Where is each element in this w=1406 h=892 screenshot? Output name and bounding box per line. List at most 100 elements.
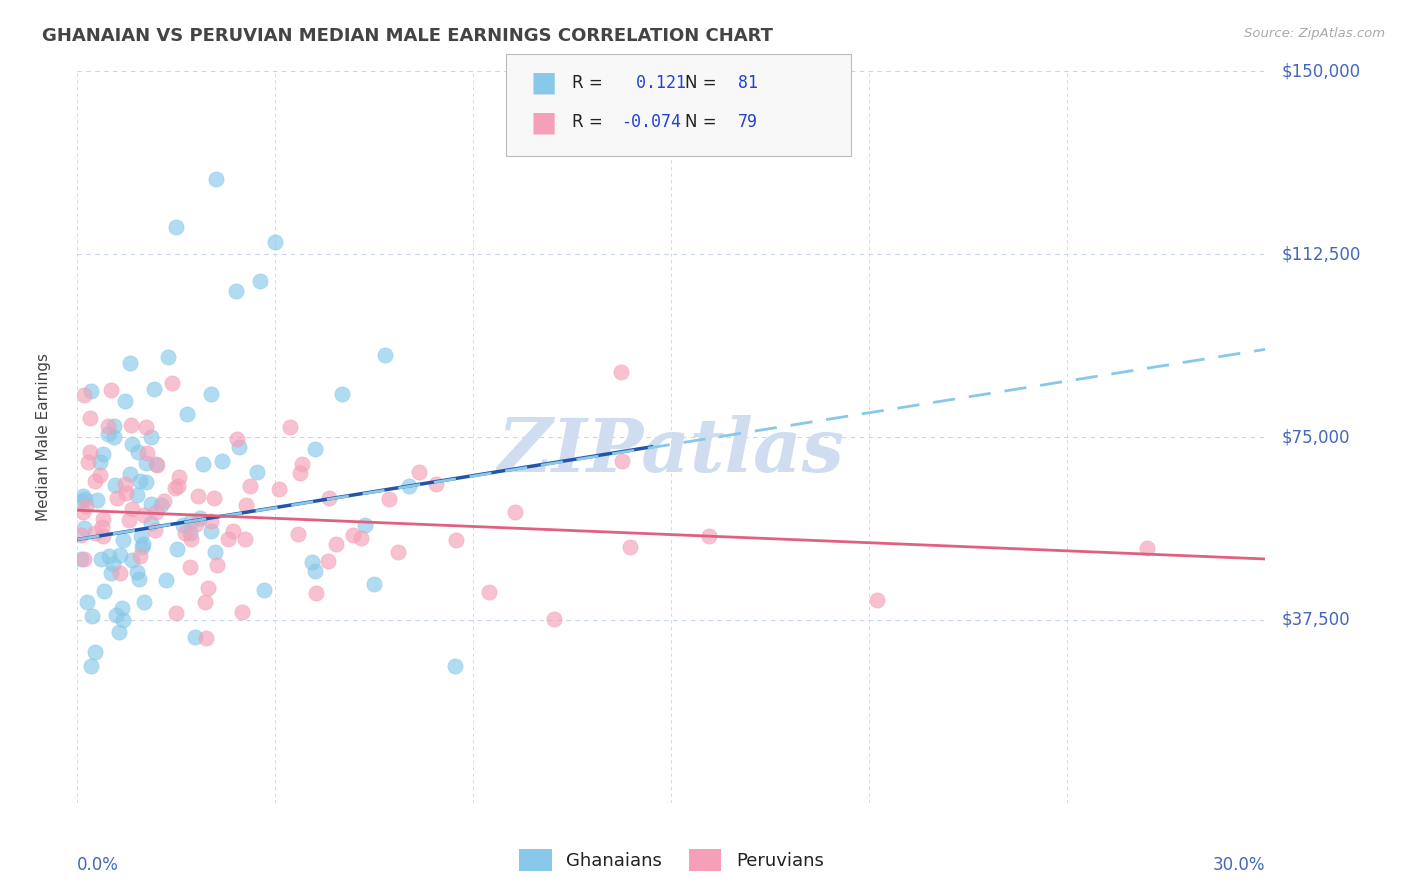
Point	[200, 524, 222, 538]
Point	[98, 549, 121, 563]
Point	[129, 549, 152, 563]
Point	[75, 499, 97, 513]
Point	[86, 493, 108, 508]
Point	[165, 220, 187, 235]
Point	[100, 383, 122, 397]
Text: N =: N =	[685, 74, 716, 92]
Point	[191, 457, 214, 471]
Point	[112, 533, 135, 548]
Point	[342, 528, 364, 542]
Text: 0.0%: 0.0%	[77, 856, 120, 874]
Point	[103, 430, 125, 444]
Point	[278, 420, 301, 434]
Point	[120, 417, 142, 432]
Point	[72, 489, 94, 503]
Text: R =: R =	[572, 74, 603, 92]
Point	[179, 525, 201, 540]
Point	[105, 491, 128, 505]
Point	[120, 467, 142, 482]
Text: GHANAIAN VS PERUVIAN MEDIAN MALE EARNINGS CORRELATION CHART: GHANAIAN VS PERUVIAN MEDIAN MALE EARNING…	[42, 27, 773, 45]
Point	[398, 479, 420, 493]
Point	[235, 532, 257, 546]
Text: R =: R =	[572, 113, 603, 131]
Point	[115, 486, 138, 500]
Point	[231, 605, 253, 619]
Point	[128, 474, 150, 488]
Point	[166, 542, 188, 557]
Text: Median Male Earnings: Median Male Earnings	[37, 353, 51, 521]
Point	[91, 512, 114, 526]
Point	[90, 552, 112, 566]
Point	[211, 454, 233, 468]
Point	[79, 444, 101, 458]
Point	[264, 235, 287, 249]
Point	[180, 532, 202, 546]
Point	[330, 387, 353, 401]
Point	[105, 608, 128, 623]
Point	[225, 284, 247, 298]
Point	[200, 515, 222, 529]
Point	[76, 455, 98, 469]
Point	[184, 631, 207, 645]
Point	[200, 387, 222, 401]
Point	[444, 533, 467, 547]
Text: N =: N =	[685, 113, 716, 131]
Point	[478, 584, 501, 599]
Point	[217, 532, 239, 546]
Point	[139, 516, 162, 530]
Text: $112,500: $112,500	[1281, 245, 1361, 263]
Point	[167, 469, 190, 483]
Text: ZIPatlas: ZIPatlas	[498, 416, 845, 488]
Point	[114, 476, 136, 491]
Point	[1136, 541, 1159, 555]
Point	[145, 505, 167, 519]
Point	[79, 410, 101, 425]
Point	[150, 498, 173, 512]
Point	[179, 559, 201, 574]
Point	[112, 613, 135, 627]
Point	[110, 566, 132, 580]
Point	[73, 521, 96, 535]
Point	[127, 445, 149, 459]
Point	[194, 631, 217, 645]
Point	[267, 482, 290, 496]
Point	[253, 583, 276, 598]
Point	[866, 593, 889, 607]
Point	[91, 519, 114, 533]
Text: -0.074: -0.074	[621, 113, 682, 131]
Point	[135, 456, 157, 470]
Point	[114, 394, 136, 409]
Point	[408, 465, 430, 479]
Point	[139, 497, 162, 511]
Point	[70, 552, 93, 566]
Point	[610, 365, 633, 379]
Point	[235, 498, 257, 512]
Text: $150,000: $150,000	[1281, 62, 1361, 80]
Point	[131, 540, 153, 554]
Point	[187, 489, 209, 503]
Point	[249, 274, 271, 288]
Point	[118, 513, 141, 527]
Point	[101, 557, 124, 571]
Point	[318, 491, 340, 506]
Point	[301, 555, 323, 569]
Point	[97, 419, 120, 434]
Point	[142, 382, 165, 396]
Point	[134, 508, 156, 523]
Point	[176, 407, 198, 421]
Point	[304, 442, 326, 457]
Point	[288, 467, 311, 481]
Point	[202, 491, 225, 506]
Point	[89, 467, 111, 482]
Text: 81: 81	[738, 74, 758, 92]
Text: $75,000: $75,000	[1281, 428, 1350, 446]
Point	[305, 586, 328, 600]
Point	[145, 457, 167, 471]
Point	[125, 565, 148, 579]
Point	[287, 527, 309, 541]
Point	[70, 527, 93, 541]
Point	[228, 440, 250, 454]
Point	[157, 350, 180, 364]
Point	[619, 540, 641, 554]
Point	[89, 455, 111, 469]
